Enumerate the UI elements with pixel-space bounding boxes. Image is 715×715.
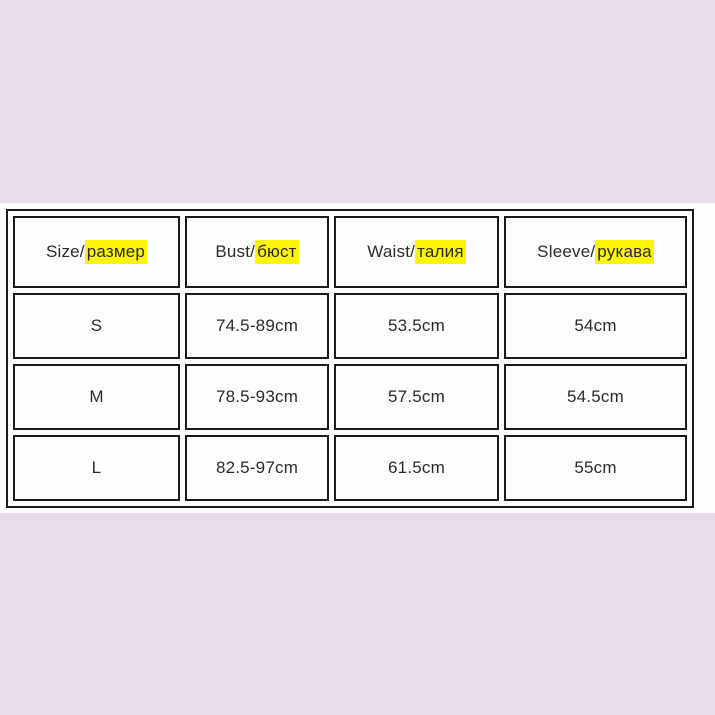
header-size-ru-highlight: размер bbox=[84, 240, 148, 264]
table-row-s: S 74.5-89cm 53.5cm 54cm bbox=[13, 293, 687, 359]
header-row: Size/размер Bust/бюст Waist/талия Sleeve… bbox=[13, 216, 687, 288]
cell-s-sleeve: 54cm bbox=[504, 293, 687, 359]
cell-m-size: M bbox=[13, 364, 180, 430]
cell-s-waist: 53.5cm bbox=[334, 293, 499, 359]
cell-l-sleeve: 55cm bbox=[504, 435, 687, 501]
cell-l-bust: 82.5-97cm bbox=[185, 435, 329, 501]
header-sleeve-en: Sleeve/ bbox=[537, 242, 596, 261]
cell-m-bust: 78.5-93cm bbox=[185, 364, 329, 430]
cell-s-size: S bbox=[13, 293, 180, 359]
cell-s-bust: 74.5-89cm bbox=[185, 293, 329, 359]
cell-m-sleeve: 54.5cm bbox=[504, 364, 687, 430]
table-row-l: L 82.5-97cm 61.5cm 55cm bbox=[13, 435, 687, 501]
header-bust-en: Bust/ bbox=[215, 242, 256, 261]
cell-l-waist: 61.5cm bbox=[334, 435, 499, 501]
header-cell-sleeve: Sleeve/рукава bbox=[504, 216, 687, 288]
header-waist-en: Waist/ bbox=[367, 242, 416, 261]
header-cell-waist: Waist/талия bbox=[334, 216, 499, 288]
header-bust-ru-highlight: бюст bbox=[255, 240, 299, 264]
table-row-m: M 78.5-93cm 57.5cm 54.5cm bbox=[13, 364, 687, 430]
size-chart-panel: Size/размер Bust/бюст Waist/талия Sleeve… bbox=[0, 203, 715, 513]
header-cell-bust: Bust/бюст bbox=[185, 216, 329, 288]
header-size-en: Size/ bbox=[45, 242, 85, 261]
cell-l-size: L bbox=[13, 435, 180, 501]
size-chart-table: Size/размер Bust/бюст Waist/талия Sleeve… bbox=[6, 209, 694, 508]
header-sleeve-ru-highlight: рукава bbox=[595, 240, 654, 264]
header-cell-size: Size/размер bbox=[13, 216, 180, 288]
header-waist-ru-highlight: талия bbox=[415, 240, 466, 264]
cell-m-waist: 57.5cm bbox=[334, 364, 499, 430]
